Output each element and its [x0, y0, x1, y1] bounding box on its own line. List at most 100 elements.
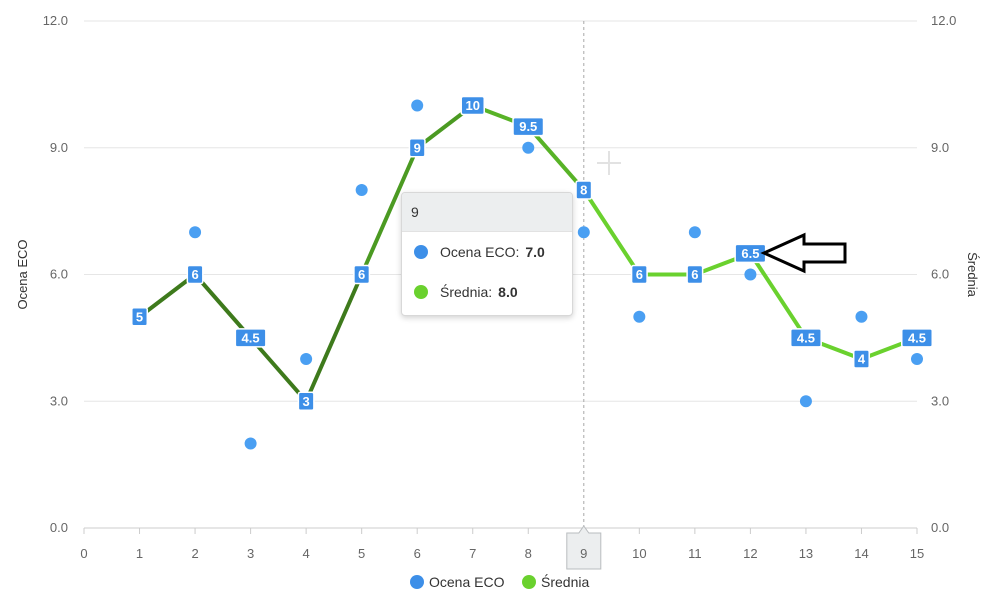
data-label-text: 9.5	[519, 119, 537, 134]
x-tick-label: 10	[632, 546, 646, 561]
legend-item-ocena-eco[interactable]: Ocena ECO	[410, 574, 505, 590]
tooltip-srednia-marker	[414, 285, 428, 299]
srednia-data-label: 6	[186, 264, 204, 285]
ocena-eco-point[interactable]	[744, 268, 757, 281]
y-tick-label-left: 0.0	[50, 520, 68, 535]
ocena-eco-point[interactable]	[911, 353, 923, 365]
tooltip-row-ocena-eco: Ocena ECO: 7.0	[402, 232, 572, 272]
srednia-data-label: 9	[408, 138, 426, 158]
data-label-box	[408, 138, 426, 158]
y-axis-ticks: 0.0 0.0 3.0 3.0 6.0 6.0 9.0 9.0 12.0 12.0	[43, 13, 957, 535]
data-label-text: 6	[636, 267, 643, 282]
data-label-text: 4.5	[242, 330, 260, 345]
ocena-eco-point[interactable]	[855, 310, 868, 323]
data-label-text: 6	[691, 267, 698, 282]
legend-srednia-marker	[522, 575, 536, 589]
tooltip-ocena-eco-value: 7.0	[525, 244, 545, 260]
data-label-box	[460, 95, 485, 116]
data-label-box	[686, 264, 704, 285]
x-tick-label: 0	[80, 546, 87, 561]
tooltip-ocena-eco-marker	[414, 245, 428, 259]
data-label-text: 10	[465, 98, 479, 113]
ocena-eco-point[interactable]	[244, 437, 257, 450]
data-label-box	[186, 264, 204, 285]
data-label-box	[512, 116, 545, 137]
srednia-data-label: 5	[131, 307, 149, 327]
y-axis-title-left: Ocena ECO	[15, 239, 30, 309]
ocena-eco-point[interactable]	[189, 226, 202, 239]
data-labels: 5 6 4.5 3 6 9 10 9.5 8 6 6 6.5 4.5 4 4.5	[131, 95, 933, 411]
x-tick-label: 2	[191, 546, 198, 561]
data-label-text: 6.5	[741, 246, 759, 261]
data-label-text: 4	[858, 352, 866, 367]
y-tick-label-left: 6.0	[50, 267, 68, 282]
data-label-text: 5	[136, 309, 143, 324]
data-label-box	[901, 328, 933, 348]
ocena-eco-point[interactable]	[355, 184, 368, 196]
y-tick-label-right: 9.0	[931, 140, 949, 155]
tooltip-title: 9	[402, 193, 572, 232]
srednia-data-label: 4	[852, 349, 870, 369]
srednia-data-label: 4.5	[789, 328, 822, 348]
data-label-box	[789, 328, 822, 348]
x-tick-label: 6	[414, 546, 421, 561]
crosshair-x-badge: 9	[566, 525, 602, 570]
data-label-text: 3	[303, 394, 310, 409]
srednia-line-segment	[581, 188, 642, 277]
y-tick-label-right: 12.0	[931, 13, 956, 28]
data-label-text: 6	[358, 267, 365, 282]
srednia-line-segment	[359, 145, 420, 277]
srednia-data-label: 4.5	[234, 328, 267, 348]
data-label-text: 8	[580, 183, 587, 198]
data-label-box	[234, 328, 267, 348]
data-label-text: 6	[191, 267, 198, 282]
data-label-box	[630, 264, 648, 285]
tooltip-row-srednia: Średnia: 8.0	[402, 272, 572, 312]
srednia-line-segment	[526, 124, 586, 192]
x-tick-label: 7	[469, 546, 476, 561]
srednia-data-label: 6	[353, 264, 371, 285]
y-axis-title-right: Średnia	[965, 252, 980, 298]
ocena-eco-point[interactable]	[688, 226, 701, 239]
ocena-eco-point[interactable]	[300, 353, 313, 365]
srednia-data-label: 6.5	[734, 243, 767, 264]
ocena-eco-point[interactable]	[633, 310, 646, 323]
srednia-line-segment	[304, 272, 364, 404]
data-label-box	[575, 180, 593, 200]
srednia-data-label: 4.5	[901, 328, 933, 348]
ocena-eco-point[interactable]	[411, 99, 424, 112]
legend-item-srednia[interactable]: Średnia	[522, 573, 589, 590]
ocena-eco-point[interactable]	[577, 226, 590, 239]
x-tick-label: 13	[799, 546, 813, 561]
legend-srednia-label: Średnia	[541, 573, 589, 590]
srednia-data-label: 8	[575, 180, 593, 200]
x-tick-label: 5	[358, 546, 365, 561]
data-label-box	[131, 307, 149, 327]
data-label-text: 4.5	[797, 330, 815, 345]
legend: Ocena ECO Średnia	[410, 573, 589, 590]
srednia-data-label: 10	[460, 95, 485, 116]
y-tick-label-left: 3.0	[50, 393, 68, 408]
y-tick-label-right: 3.0	[931, 393, 949, 408]
x-tick-label-highlighted: 9	[580, 546, 587, 561]
srednia-line-segment	[137, 272, 198, 319]
srednia-data-label: 3	[297, 391, 315, 411]
tooltip-ocena-eco-name: Ocena ECO:	[440, 244, 520, 260]
data-label-box	[353, 264, 371, 285]
srednia-line-segment	[193, 272, 253, 340]
x-tick-label: 8	[525, 546, 532, 561]
data-label-text: 4.5	[908, 330, 926, 345]
legend-ocena-eco-label: Ocena ECO	[429, 574, 505, 590]
srednia-line-segment	[248, 335, 309, 404]
ocena-eco-point[interactable]	[522, 141, 535, 154]
legend-ocena-eco-marker	[410, 575, 424, 589]
srednia-data-label: 6	[686, 264, 704, 285]
srednia-data-label: 9.5	[512, 116, 545, 137]
crosshair-badge-box	[566, 525, 602, 570]
ocena-eco-point[interactable]	[799, 395, 812, 408]
cursor-crosshair-icon	[597, 151, 621, 175]
data-label-box	[297, 391, 315, 411]
tooltip-srednia-value: 8.0	[498, 284, 518, 300]
arrow-pointer-icon	[760, 232, 847, 274]
